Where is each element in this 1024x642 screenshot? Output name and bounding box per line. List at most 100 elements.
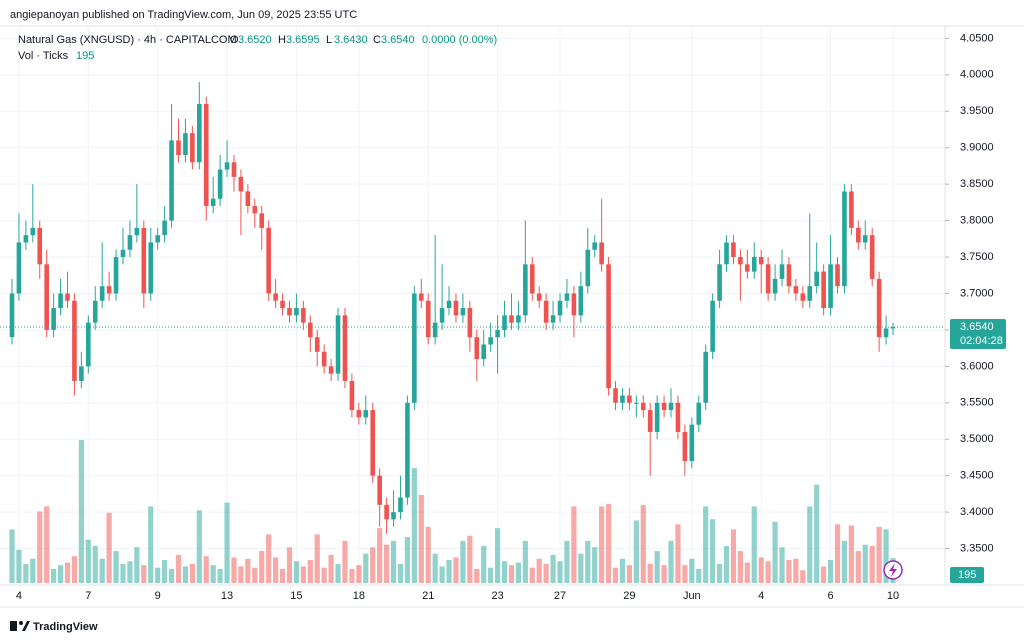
volume-bar [383, 544, 390, 583]
volume-bar [9, 529, 15, 583]
candle-body [682, 431, 688, 462]
last-price-label: 3.6540 [960, 321, 994, 333]
volume-bar [710, 519, 716, 583]
candle-body [751, 257, 757, 272]
volume-bar [689, 558, 695, 583]
volume-bar [730, 529, 737, 583]
countdown: 02:04:28 [960, 335, 1003, 347]
y-tick-label: 3.8000 [960, 214, 994, 226]
y-tick-label: 3.5000 [960, 433, 994, 445]
candle-body [86, 322, 91, 367]
volume-bar [44, 506, 50, 583]
volume-bar [633, 520, 639, 583]
volume-bar [557, 561, 563, 583]
volume-bar [592, 547, 598, 583]
candle-body [675, 402, 681, 432]
candle-body [509, 315, 514, 323]
candle-body [37, 227, 43, 265]
volume-bar [758, 557, 764, 583]
candle-body [502, 315, 507, 330]
candle-body [883, 328, 889, 338]
volume-bar [439, 566, 445, 583]
volume-bar [744, 562, 750, 583]
volume-bar [522, 540, 528, 583]
candle-body [391, 512, 396, 520]
y-tick-label: 3.9000 [960, 142, 994, 154]
ohlc-letter: H [278, 34, 286, 46]
candle-body [259, 213, 265, 228]
candle-body [592, 242, 598, 250]
y-tick-label: 3.8500 [960, 178, 994, 190]
candle-body [731, 242, 736, 258]
candle-body [689, 424, 695, 462]
volume-bar [300, 566, 306, 583]
volume-bar [425, 526, 431, 583]
volume-bar [148, 506, 154, 583]
candle-body [606, 264, 611, 389]
volume-bar [120, 563, 126, 583]
volume-bar [564, 540, 570, 583]
y-tick-label: 3.5500 [960, 397, 994, 409]
candle-body [266, 227, 271, 294]
candle-body [238, 176, 244, 192]
candle-body [745, 264, 750, 272]
grid [0, 26, 949, 585]
candle-body [377, 475, 382, 505]
volume-bar [772, 521, 778, 583]
candle-body [439, 308, 445, 323]
volume-bar [432, 553, 438, 583]
candle-body [196, 103, 202, 163]
ohlc-letter: C [373, 34, 381, 46]
candle-body [668, 402, 674, 411]
candle-body [599, 242, 604, 265]
candle-body [550, 315, 556, 323]
volume-bar [550, 554, 556, 583]
volume-bar [501, 561, 508, 583]
candle-body [488, 337, 493, 345]
candle-body [876, 278, 882, 338]
candle-body [578, 286, 584, 316]
candle-body [460, 308, 466, 316]
volume-bar [78, 440, 84, 583]
volume-bar [814, 484, 820, 583]
volume-bar [855, 551, 861, 583]
candle-body [363, 410, 369, 418]
volume-bar [328, 554, 334, 583]
candle-body [467, 308, 473, 338]
volume-bar [238, 566, 244, 583]
volume-bar [765, 561, 771, 583]
volume-bar [543, 563, 549, 583]
volume-title: Vol · Ticks [18, 50, 69, 62]
x-tick-label: 4 [758, 590, 764, 602]
candle-body [765, 264, 771, 294]
candle-body [92, 300, 98, 323]
volume-bar [848, 525, 854, 583]
volume-bar [279, 568, 286, 583]
candle-body [696, 402, 702, 425]
candle-body [890, 327, 896, 329]
candle-body [412, 293, 417, 403]
candle-body [252, 206, 258, 214]
volume-bar [37, 511, 43, 583]
candle-body [307, 322, 313, 338]
candle-body [571, 293, 577, 316]
candle-body [58, 293, 63, 309]
volume-bar [578, 553, 584, 583]
candle-body [703, 351, 709, 403]
volume-bar [127, 561, 133, 583]
x-tick-label: 29 [623, 590, 635, 602]
volume-bar [168, 568, 175, 583]
volume-bar [585, 540, 591, 583]
volume-bar [155, 567, 161, 583]
ohlc-value: 3.6520 [238, 34, 272, 46]
volume-bar [363, 553, 369, 583]
candle-body [217, 169, 223, 199]
candle-body [79, 366, 84, 381]
volume-bar [508, 565, 515, 583]
candle-body [849, 191, 854, 228]
volume-bar [696, 568, 702, 583]
volume-bar [682, 565, 688, 583]
candle-body [724, 242, 729, 265]
candle-body [72, 300, 77, 381]
y-tick-label: 3.7500 [960, 251, 994, 263]
